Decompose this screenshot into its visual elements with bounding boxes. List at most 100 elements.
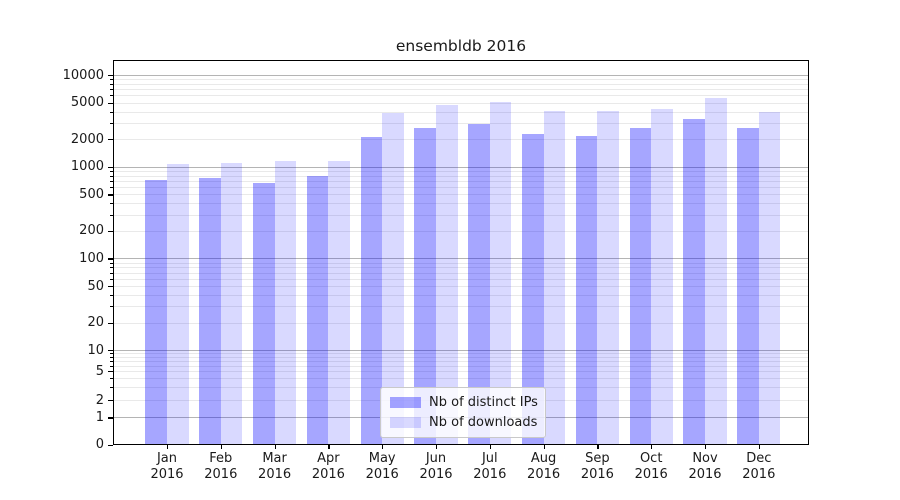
x-axis-tick-label: Mar 2016 xyxy=(258,451,292,482)
y-axis-tick-label: 10000 xyxy=(62,67,104,83)
x-axis-tick-label: Jun 2016 xyxy=(419,451,453,482)
x-axis-tick xyxy=(543,445,545,449)
x-axis-tick xyxy=(220,445,223,449)
x-axis-tick-label: Oct 2016 xyxy=(634,451,668,482)
x-axis-tick xyxy=(167,445,169,449)
x-axis-tick xyxy=(705,445,707,449)
grid-line-minor xyxy=(113,356,809,358)
y-axis-tick-label: 5000 xyxy=(70,95,104,111)
y-axis-tick xyxy=(108,286,113,288)
bar-downloads xyxy=(220,162,243,445)
grid-line-minor xyxy=(113,214,809,216)
y-axis-minor-tick xyxy=(110,272,113,274)
grid-line-minor xyxy=(113,286,809,287)
grid-line-minor xyxy=(113,378,809,380)
y-axis-tick-label: 100 xyxy=(79,250,104,266)
y-axis-tick xyxy=(108,194,113,196)
y-axis-minor-tick xyxy=(110,180,113,182)
y-axis-minor-tick xyxy=(110,356,113,358)
x-axis-tick-label: Nov 2016 xyxy=(688,451,722,482)
bar-downloads xyxy=(328,160,351,445)
x-axis-tick-label: Apr 2016 xyxy=(311,451,345,482)
bar-downloads xyxy=(758,111,781,445)
bar-downloads xyxy=(274,160,297,445)
grid-line-minor xyxy=(113,79,809,81)
y-axis-minor-tick xyxy=(110,79,113,81)
y-axis-minor-tick xyxy=(110,214,113,216)
x-axis-tick-label: Sep 2016 xyxy=(580,451,614,482)
x-axis-tick xyxy=(597,445,599,449)
y-axis-tick-label: 2000 xyxy=(70,131,104,147)
y-axis-minor-tick xyxy=(110,187,113,188)
grid-line-minor xyxy=(113,175,809,177)
bar-distinct-ips xyxy=(145,179,167,445)
x-axis-tick-label: Feb 2016 xyxy=(204,451,238,482)
y-axis-minor-tick xyxy=(110,83,113,85)
y-axis-minor-tick xyxy=(110,294,113,296)
bar-downloads xyxy=(597,110,620,445)
x-axis-tick xyxy=(328,445,330,449)
y-axis-tick-label: 200 xyxy=(79,223,104,239)
grid-line-minor xyxy=(113,187,809,188)
y-axis-tick xyxy=(108,400,113,402)
grid-line-major xyxy=(113,350,809,352)
grid-line-major xyxy=(113,166,809,168)
grid-line-minor xyxy=(113,230,809,232)
grid-line-minor xyxy=(113,83,809,85)
y-axis-tick-label: 1000 xyxy=(70,159,104,175)
grid-line-minor xyxy=(113,122,809,124)
x-axis-tick xyxy=(651,445,653,449)
y-axis-tick xyxy=(108,258,113,260)
y-axis-minor-tick xyxy=(110,378,113,380)
y-axis-minor-tick xyxy=(110,170,113,172)
x-axis-tick-label: May 2016 xyxy=(365,451,399,482)
y-axis-tick xyxy=(108,444,113,446)
y-axis-tick-label: 50 xyxy=(87,278,104,294)
y-axis-tick xyxy=(108,322,113,324)
grid-line-minor xyxy=(113,306,809,308)
bar-distinct-ips xyxy=(683,118,705,445)
grid-line-minor xyxy=(113,111,809,113)
y-axis-tick-label: 5 xyxy=(95,363,104,379)
bar-downloads xyxy=(167,164,189,445)
grid-line-minor xyxy=(113,95,809,97)
bar-downloads xyxy=(705,97,727,445)
y-axis-minor-tick xyxy=(110,111,113,113)
grid-line-minor xyxy=(113,139,809,141)
grid-line-minor xyxy=(113,180,809,182)
x-axis-tick-label: Aug 2016 xyxy=(527,451,561,482)
plot-area: Nb of distinct IPs Nb of downloads xyxy=(113,60,809,445)
y-axis-tick xyxy=(108,230,113,233)
y-axis-tick xyxy=(108,139,113,141)
y-axis-tick xyxy=(108,371,113,373)
x-axis-tick xyxy=(758,445,761,449)
legend-label: Nb of distinct IPs xyxy=(429,395,538,410)
bar-distinct-ips xyxy=(306,175,329,445)
x-axis-tick xyxy=(489,445,492,449)
bar-distinct-ips xyxy=(629,127,652,445)
grid-line-minor xyxy=(113,272,809,274)
bar-distinct-ips xyxy=(737,128,759,445)
y-axis-tick xyxy=(108,350,113,352)
y-axis-minor-tick xyxy=(110,262,113,264)
y-axis-tick xyxy=(108,102,113,104)
x-axis-tick xyxy=(436,445,438,449)
y-axis-tick-label: 500 xyxy=(79,186,104,202)
y-axis-tick-label: 0 xyxy=(95,437,104,452)
grid-line-major xyxy=(113,75,809,76)
x-axis-tick-label: Jan 2016 xyxy=(150,451,184,482)
y-axis-tick-label: 2 xyxy=(95,392,104,408)
bar-downloads xyxy=(382,112,404,445)
y-axis-minor-tick xyxy=(110,360,113,362)
bar-downloads xyxy=(436,105,458,445)
grid-line-minor xyxy=(113,102,809,104)
y-axis-tick-label: 20 xyxy=(87,315,104,330)
grid-line-minor xyxy=(113,360,809,362)
grid-line-minor xyxy=(113,365,809,367)
legend-item: Nb of distinct IPs xyxy=(390,395,538,410)
bar-downloads xyxy=(651,109,673,445)
legend: Nb of distinct IPs Nb of downloads xyxy=(380,387,546,438)
grid-line-minor xyxy=(113,89,809,91)
x-axis-tick-label: Dec 2016 xyxy=(742,451,776,482)
grid-line-minor xyxy=(113,371,809,372)
